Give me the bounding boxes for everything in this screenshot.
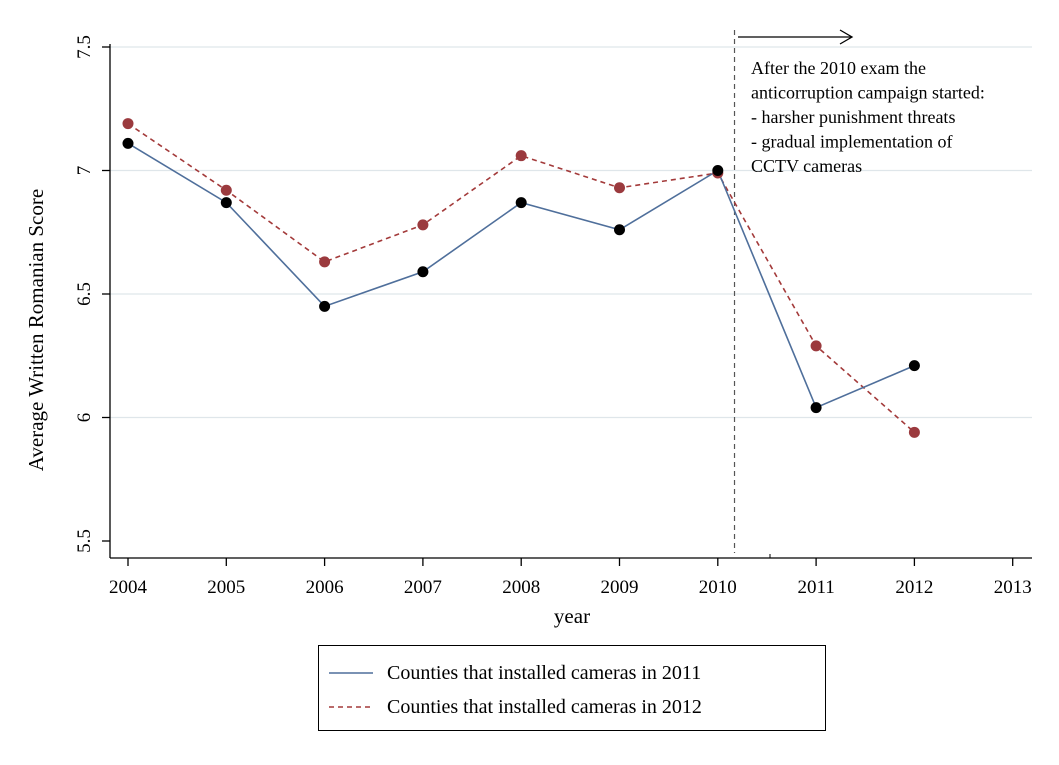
y-tick-label: 6 [74,413,95,423]
y-tick-label: 7 [74,166,95,176]
x-tick-label: 2009 [601,577,639,598]
series-0-point [122,137,134,149]
series-1-point [810,340,822,352]
annotation-line: anticorruption campaign started: [751,83,985,103]
legend-label-2012: Counties that installed cameras in 2012 [387,695,702,718]
axes [109,44,1032,559]
y-axis-ticks: 5.5 6 6.5 7 7.5 [74,35,110,553]
legend-label-2011: Counties that installed cameras in 2011 [387,661,702,684]
series-1-point [220,184,232,196]
series-0-point [614,224,625,236]
x-tick-label: 2008 [502,577,540,598]
series-0-point [417,266,429,278]
series-1-point [319,256,331,268]
series-line-1 [127,122,915,433]
x-tick-label: 2004 [109,577,148,598]
annotation-line: After the 2010 exam the [751,58,926,78]
x-tick-label: 2005 [207,577,245,598]
x-tick-label: 2006 [306,577,344,598]
y-axis-title: Average Written Romanian Score [24,189,48,471]
series-line-0 [127,142,915,409]
series-group [122,118,920,438]
x-tick-label: 2012 [895,577,933,598]
series-1-point [908,426,920,438]
x-tick-label: 2007 [404,577,442,598]
legend-swatch-dashed [329,706,373,708]
x-axis-ticks: 2004 2005 2006 2007 2008 2009 2010 2011 2012 2013 [109,554,1032,598]
x-tick-label: 2011 [797,577,834,598]
annotation-group: After the 2010 exam the anticorruption ca… [738,29,985,176]
x-tick-label: 2010 [699,577,737,598]
series-1-point [417,219,429,231]
series-0-point [319,300,331,312]
y-tick-label: 6.5 [74,282,95,306]
series-0-point [220,197,232,209]
x-axis-title: year [554,604,590,628]
annotation-arrow-head [839,29,854,45]
y-tick-label: 7.5 [74,35,95,59]
series-0-point [515,197,527,209]
series-1-point [515,150,527,162]
annotation-line: - gradual implementation of [751,132,952,152]
series-0-point [810,402,822,414]
annotation-line: CCTV cameras [751,156,862,176]
legend: Counties that installed cameras in 2011 … [318,645,826,731]
annotation-line: - harsher punishment threats [751,107,955,127]
series-0-point [712,165,724,176]
series-0-point [908,360,920,372]
series-1-point [614,182,625,194]
legend-swatch-solid [329,672,373,674]
grid-lines [110,46,1032,419]
legend-item-2011: Counties that installed cameras in 2011 [329,658,701,688]
y-tick-label: 5.5 [74,529,95,553]
series-1-point [122,118,134,130]
line-chart: 2004 2005 2006 2007 2008 2009 2010 2011 2012 2013… [24,29,1032,628]
x-tick-label: 2013 [994,577,1032,598]
legend-item-2012: Counties that installed cameras in 2012 [329,692,702,722]
